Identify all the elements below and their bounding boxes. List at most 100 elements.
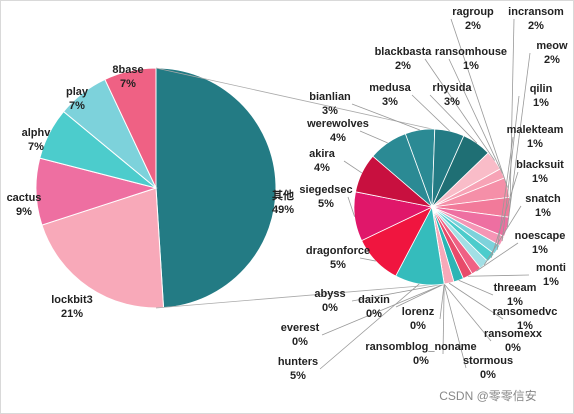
leader-line [351, 103, 420, 131]
slice-label: ransomexx [484, 328, 543, 340]
connector-line [155, 284, 433, 309]
slice-label: hunters [278, 356, 318, 368]
slice-label: akira [309, 148, 336, 160]
leader-line [319, 283, 420, 370]
leader-line [501, 95, 520, 242]
leader-line [411, 94, 450, 132]
slice-label: medusa [369, 82, 411, 94]
leader-line [442, 284, 445, 355]
slice-value-label: 0% [413, 355, 429, 367]
leader-line [450, 18, 508, 188]
leader-line [476, 242, 519, 272]
slice-value-label: 7% [69, 100, 85, 112]
slice-label: malekteam [507, 124, 564, 136]
slice-value-label: 3% [382, 96, 398, 108]
slice-value-label: 1% [527, 138, 543, 150]
slice-label: ransomblog_noname [365, 341, 476, 353]
leader-line [439, 283, 445, 320]
slice-label: 8base [112, 64, 143, 76]
slice-value-label: 0% [505, 342, 521, 354]
slice-label: meow [536, 40, 568, 52]
slice-label: incransom [508, 6, 564, 18]
leader-line [448, 282, 504, 320]
slice-value-label: 1% [532, 244, 548, 256]
slice-value-label: 0% [292, 336, 308, 348]
slice-value-label: 0% [480, 369, 496, 381]
slice-label: blacksuit [516, 159, 564, 171]
slice-label: 其他 [272, 188, 294, 202]
leader-line [343, 160, 363, 174]
leader-line [429, 94, 478, 144]
leader-line [467, 274, 530, 277]
slice-label: everest [281, 322, 320, 334]
slice-value-label: 2% [395, 60, 411, 72]
slice-value-label: 1% [463, 60, 479, 72]
leader-line [347, 196, 355, 217]
leader-line [359, 257, 376, 262]
slice-label: ragroup [452, 6, 494, 18]
slice-value-label: 1% [535, 207, 551, 219]
leader-line [483, 205, 522, 266]
slice-label: werewolves [306, 118, 369, 130]
slice-label: siegedsec [299, 184, 352, 196]
leader-line [443, 283, 492, 342]
slice-value-label: 1% [532, 173, 548, 185]
slice-value-label: 7% [28, 141, 44, 153]
leader-line [395, 283, 445, 308]
watermark: CSDN @零零信安 [439, 388, 537, 403]
slice-label: noescape [515, 230, 566, 242]
slice-value-label: 0% [366, 308, 382, 320]
pie-slice [155, 67, 277, 309]
slice-value-label: 5% [330, 259, 346, 271]
slice-label: rhysida [432, 82, 472, 94]
slice-label: play [66, 86, 89, 98]
slice-value-label: 9% [16, 206, 32, 218]
leader-line [424, 58, 496, 161]
slice-value-label: 1% [533, 97, 549, 109]
leader-line [458, 279, 494, 296]
slice-label: dragonforce [306, 245, 370, 257]
leader-line [506, 52, 531, 228]
slice-label: blackbasta [375, 46, 433, 58]
slice-value-label: 1% [543, 276, 559, 288]
leader-line [448, 58, 503, 174]
slice-label: abyss [314, 288, 345, 300]
slice-value-label: 0% [410, 320, 426, 332]
slice-label: snatch [525, 193, 561, 205]
slice-value-label: 2% [528, 20, 544, 32]
slice-value-label: 4% [330, 132, 346, 144]
pie-slice [41, 187, 165, 309]
leader-line [443, 283, 467, 369]
leader-line [359, 130, 388, 144]
slice-value-label: 0% [322, 302, 338, 314]
slice-value-label: 5% [290, 370, 306, 382]
slice-label: bianlian [309, 91, 351, 103]
slice-value-label: 1% [507, 296, 523, 308]
leader-line [509, 18, 515, 208]
leader-line [321, 283, 445, 336]
slice-label: lockbit3 [51, 294, 93, 306]
slice-label: daixin [358, 294, 390, 306]
slice-label: monti [536, 262, 566, 274]
slice-value-label: 21% [61, 308, 83, 320]
slice-label: ransomhouse [435, 46, 507, 58]
slice-value-label: 3% [322, 105, 338, 117]
slice-value-label: 7% [120, 78, 136, 90]
slice-value-label: 1% [517, 320, 533, 332]
slice-label: lorenz [402, 306, 435, 318]
slice-value-label: 2% [544, 54, 560, 66]
slice-label: ransomedvc [493, 306, 558, 318]
pie-slice [372, 133, 433, 209]
slice-label: alphv [22, 127, 52, 139]
slice-value-label: 5% [318, 198, 334, 210]
connector-line [155, 67, 433, 130]
slice-value-label: 4% [314, 162, 330, 174]
leader-line [490, 171, 519, 258]
slice-label: stormous [463, 355, 513, 367]
slice-label: threeam [494, 282, 537, 294]
slice-value-label: 3% [444, 96, 460, 108]
slice-label: cactus [7, 192, 42, 204]
slice-label: qilin [530, 83, 553, 95]
pie-slice [104, 67, 157, 189]
